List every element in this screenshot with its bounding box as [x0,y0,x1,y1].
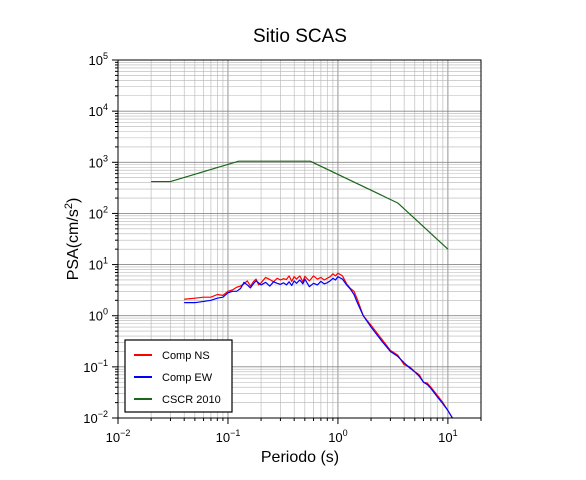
y-tick-label: 104 [89,102,108,119]
legend-label-comp-ew: Comp EW [162,372,213,384]
tick-base: 10 [83,411,97,426]
tick-base: 10 [438,430,452,445]
tick-base: 10 [89,206,103,221]
tick-base: 10 [106,430,120,445]
tick-exponent: −2 [98,409,108,419]
x-tick-label: 100 [328,428,347,445]
tick-base: 10 [216,430,230,445]
tick-exponent: 0 [103,307,108,317]
x-tick-label: 10−2 [106,428,131,445]
y-tick-label: 103 [89,153,108,170]
tick-base: 10 [89,155,103,170]
y-tick-label: 10−1 [83,358,108,375]
legend-label-cscr-2010: CSCR 2010 [162,394,221,406]
x-tick-label: 101 [438,428,457,445]
chart-title: Sitio SCAS [253,26,347,47]
y-axis-label-tail: ) [65,198,82,203]
tick-exponent: −2 [120,428,130,438]
y-axis-label-superscript: 2 [63,203,75,209]
x-axis-label: Periodo (s) [261,449,339,466]
tick-marks [112,59,482,424]
y-tick-label: 101 [89,256,108,273]
grid [117,59,482,419]
series-line-cscr-2010 [151,160,449,250]
series-line-comp-ew [184,276,453,418]
tick-exponent: 1 [453,428,458,438]
tick-exponent: 4 [103,102,108,112]
x-tick-labels: 10−2 10−1 100 101 [106,428,458,445]
y-axis-label: PSA(cm/s2) [63,198,82,281]
y-tick-label: 105 [89,51,108,68]
tick-base: 10 [89,104,103,119]
legend-label-comp-ns: Comp NS [162,350,210,362]
legend: Comp NS Comp EW CSCR 2010 [124,339,233,413]
tick-exponent: −1 [230,428,240,438]
plot-area-frame [117,59,482,419]
tick-exponent: 2 [103,204,108,214]
x-tick-label: 10−1 [216,428,241,445]
tick-exponent: 5 [103,51,108,61]
tick-exponent: 0 [343,428,348,438]
tick-exponent: 1 [103,256,108,266]
tick-base: 10 [83,360,97,375]
y-tick-label: 100 [89,307,108,324]
tick-exponent: 3 [103,153,108,163]
tick-exponent: −1 [98,358,108,368]
y-tick-label: 102 [89,204,108,221]
y-axis-label-main: PSA(cm/s [65,209,82,280]
tick-base: 10 [89,258,103,273]
series-group [151,160,453,418]
y-tick-label: 10−2 [83,409,108,426]
tick-base: 10 [89,309,103,324]
tick-base: 10 [89,53,103,68]
tick-base: 10 [328,430,342,445]
